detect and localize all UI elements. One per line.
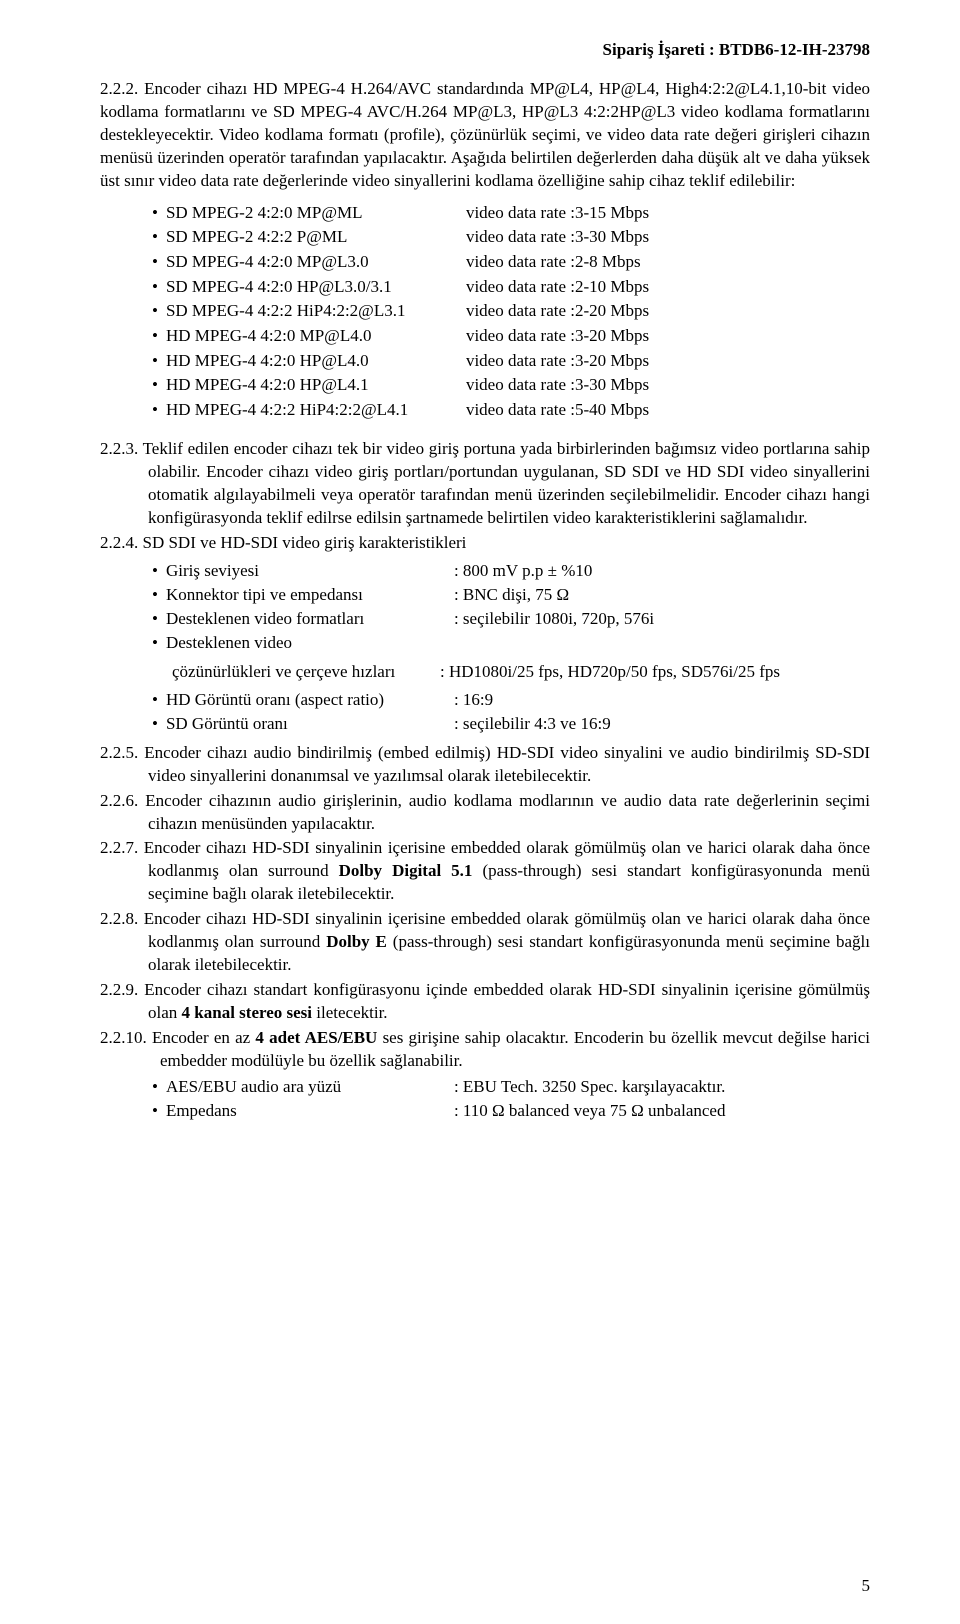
format-name: HD MPEG-4 4:2:2 HiP4:2:2@L4.1 [166,398,466,423]
char-label: çözünürlükleri ve çerçeve hızları [172,660,440,684]
char-label: Konnektor tipi ve empedansı [166,583,454,607]
section-body-bold: 4 kanal stereo sesi [182,1003,313,1022]
format-rate: video data rate :3-30 Mbps [466,373,649,398]
format-rate: video data rate :3-15 Mbps [466,201,649,226]
list-item: SD Görüntü oranı: seçilebilir 4:3 ve 16:… [152,712,870,736]
section-2-2-8: 2.2.8. Encoder cihazı HD-SDI sinyalinin … [100,908,870,977]
list-item: AES/EBU audio ara yüzü: EBU Tech. 3250 S… [152,1075,870,1099]
list-item: SD MPEG-2 4:2:0 MP@MLvideo data rate :3-… [152,201,870,226]
aes-list: AES/EBU audio ara yüzü: EBU Tech. 3250 S… [152,1075,870,1123]
char-value: : 800 mV p.p ± %10 [454,559,592,583]
char-value: : HD1080i/25 fps, HD720p/50 fps, SD576i/… [440,660,780,684]
format-rate: video data rate :2-8 Mbps [466,250,641,275]
char-label: Desteklenen video formatları [166,607,454,631]
char-value: : seçilebilir 4:3 ve 16:9 [454,712,611,736]
format-rate: video data rate :3-20 Mbps [466,324,649,349]
section-2-2-3: 2.2.3. Teklif edilen encoder cihazı tek … [100,438,870,530]
list-item: Desteklenen video formatları: seçilebili… [152,607,870,631]
section-body: Teklif edilen encoder cihazı tek bir vid… [143,439,870,527]
aes-label: Empedans [166,1099,454,1123]
section-body-bold: Dolby E [326,932,387,951]
list-item: Giriş seviyesi: 800 mV p.p ± %10 [152,559,870,583]
list-item: HD Görüntü oranı (aspect ratio): 16:9 [152,688,870,712]
section-number: 2.2.9. [100,980,138,999]
format-name: HD MPEG-4 4:2:0 MP@L4.0 [166,324,466,349]
format-name: HD MPEG-4 4:2:0 HP@L4.0 [166,349,466,374]
format-name: SD MPEG-2 4:2:0 MP@ML [166,201,466,226]
format-rate: video data rate :3-30 Mbps [466,225,649,250]
section-body-bold: 4 adet AES/EBU [255,1028,377,1047]
section-2-2-2: 2.2.2. Encoder cihazı HD MPEG-4 H.264/AV… [100,78,870,193]
section-body: Encoder cihazı audio bindirilmiş (embed … [144,743,870,785]
order-mark: Sipariş İşareti : BTDB6-12-IH-23798 [100,40,870,60]
list-item: SD MPEG-2 4:2:2 P@MLvideo data rate :3-3… [152,225,870,250]
format-rate: video data rate :2-20 Mbps [466,299,649,324]
aes-value: : EBU Tech. 3250 Spec. karşılayacaktır. [454,1075,725,1099]
char-value: : seçilebilir 1080i, 720p, 576i [454,607,654,631]
section-2-2-10: 2.2.10. Encoder en az 4 adet AES/EBU ses… [100,1027,870,1073]
characteristics-list: Giriş seviyesi: 800 mV p.p ± %10 Konnekt… [152,559,870,654]
list-item: Desteklenen video [152,631,870,655]
format-rate: video data rate :2-10 Mbps [466,275,649,300]
format-name: SD MPEG-4 4:2:0 HP@L3.0/3.1 [166,275,466,300]
list-item: HD MPEG-4 4:2:2 HiP4:2:2@L4.1video data … [152,398,870,423]
section-body: SD SDI ve HD-SDI video giriş karakterist… [143,533,467,552]
list-item: SD MPEG-4 4:2:0 MP@L3.0video data rate :… [152,250,870,275]
char-value: : BNC dişi, 75 Ω [454,583,569,607]
char-value: : 16:9 [454,688,493,712]
format-name: SD MPEG-4 4:2:2 HiP4:2:2@L3.1 [166,299,466,324]
format-name: SD MPEG-4 4:2:0 MP@L3.0 [166,250,466,275]
section-2-2-6: 2.2.6. Encoder cihazının audio girişleri… [100,790,870,836]
char-label: Desteklenen video [166,631,454,655]
section-2-2-7: 2.2.7. Encoder cihazı HD-SDI sinyalinin … [100,837,870,906]
aes-label: AES/EBU audio ara yüzü [166,1075,454,1099]
format-rate: video data rate :3-20 Mbps [466,349,649,374]
section-body-post: iletecektir. [312,1003,388,1022]
section-number: 2.2.5. [100,743,138,762]
section-body-bold: Dolby Digital 5.1 [339,861,473,880]
section-number: 2.2.6. [100,791,138,810]
section-body: Encoder cihazının audio girişlerinin, au… [145,791,870,833]
format-name: HD MPEG-4 4:2:0 HP@L4.1 [166,373,466,398]
page-number: 5 [862,1576,871,1596]
list-item: HD MPEG-4 4:2:0 HP@L4.0video data rate :… [152,349,870,374]
section-number: 2.2.4. [100,533,138,552]
document-page: Sipariş İşareti : BTDB6-12-IH-23798 2.2.… [0,0,960,1624]
section-number: 2.2.8. [100,909,138,928]
section-2-2-5: 2.2.5. Encoder cihazı audio bindirilmiş … [100,742,870,788]
char-label: SD Görüntü oranı [166,712,454,736]
section-number: 2.2.10. [100,1028,147,1047]
list-item: Konnektor tipi ve empedansı: BNC dişi, 7… [152,583,870,607]
list-item: Empedans: 110 Ω balanced veya 75 Ω unbal… [152,1099,870,1123]
char-label: Giriş seviyesi [166,559,454,583]
char-label: HD Görüntü oranı (aspect ratio) [166,688,454,712]
format-name: SD MPEG-2 4:2:2 P@ML [166,225,466,250]
list-item: SD MPEG-4 4:2:2 HiP4:2:2@L3.1video data … [152,299,870,324]
list-item: SD MPEG-4 4:2:0 HP@L3.0/3.1video data ra… [152,275,870,300]
section-2-2-9: 2.2.9. Encoder cihazı standart konfigüra… [100,979,870,1025]
format-rate: video data rate :5-40 Mbps [466,398,649,423]
list-item: HD MPEG-4 4:2:0 MP@L4.0video data rate :… [152,324,870,349]
char-continuation: çözünürlükleri ve çerçeve hızları: HD108… [172,660,870,684]
section-number: 2.2.3. [100,439,138,458]
format-list: SD MPEG-2 4:2:0 MP@MLvideo data rate :3-… [152,201,870,423]
section-number: 2.2.7. [100,838,138,857]
list-item: HD MPEG-4 4:2:0 HP@L4.1video data rate :… [152,373,870,398]
section-body-pre: Encoder en az [152,1028,255,1047]
characteristics-list-2: HD Görüntü oranı (aspect ratio): 16:9 SD… [152,688,870,736]
aes-value: : 110 Ω balanced veya 75 Ω unbalanced [454,1099,726,1123]
section-2-2-4: 2.2.4. SD SDI ve HD-SDI video giriş kara… [100,532,870,555]
